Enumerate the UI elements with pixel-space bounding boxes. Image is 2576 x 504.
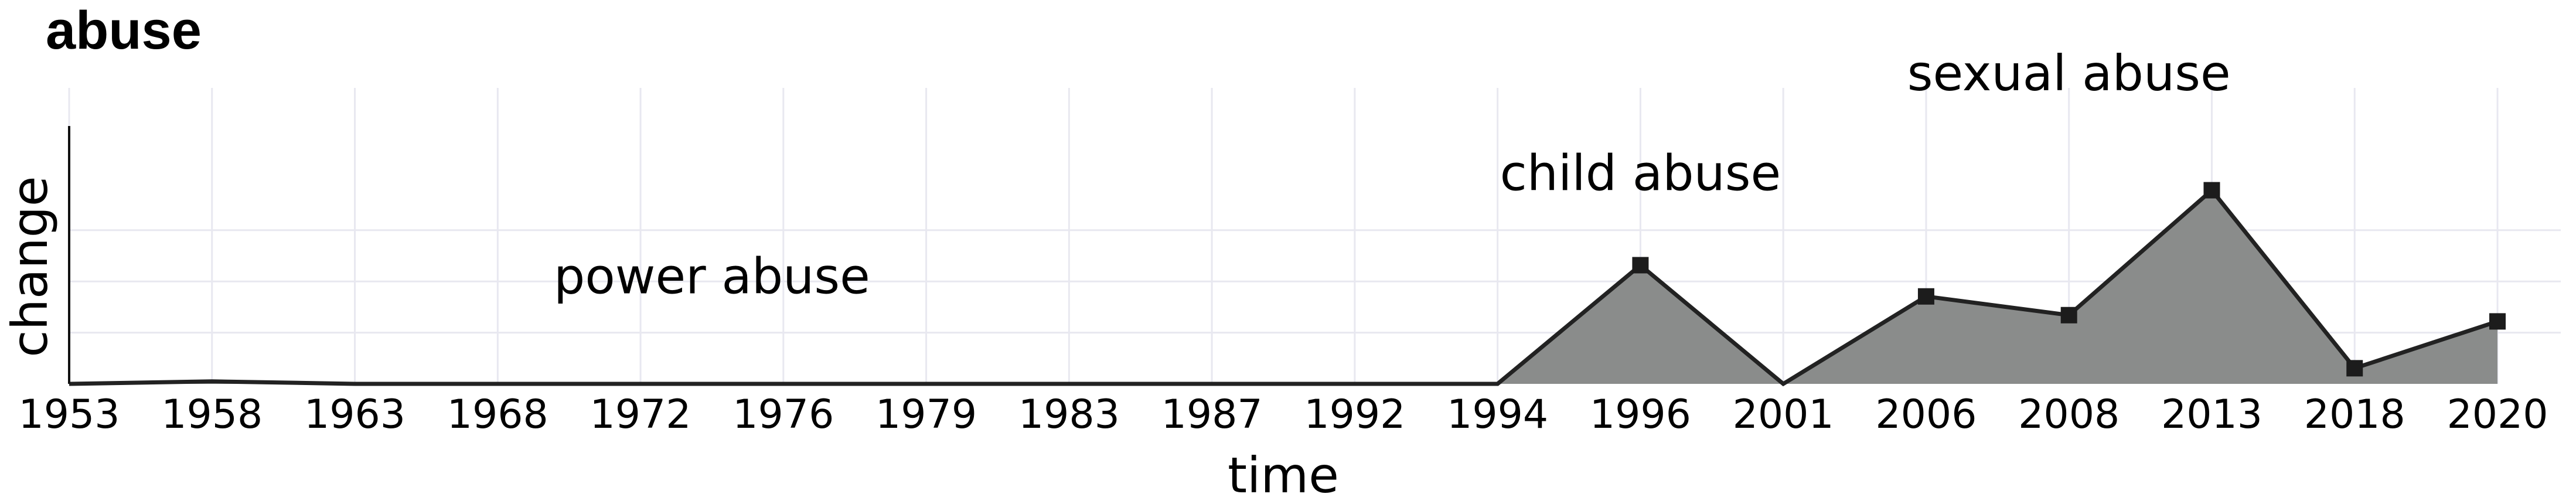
x-tick-label: 1979 [875, 391, 977, 438]
area-fill [69, 190, 2497, 384]
annotation-label: power abuse [554, 247, 870, 305]
chart-title: abuse [46, 1, 202, 60]
x-tick-label: 1983 [1018, 391, 1120, 438]
x-tick-label: 1963 [304, 391, 406, 438]
x-tick-label: 2013 [2161, 391, 2262, 438]
x-tick-label: 1958 [161, 391, 263, 438]
data-point [1917, 288, 1934, 305]
x-tick-label: 1953 [18, 391, 120, 438]
data-point [1632, 257, 1649, 274]
x-tick-label: 1994 [1447, 391, 1548, 438]
x-tick-label: 2001 [1733, 391, 1834, 438]
x-tick-label: 1976 [732, 391, 834, 438]
x-tick-label: 1996 [1590, 391, 1691, 438]
annotations: power abuse child abuse sexual abuse [554, 45, 2231, 305]
x-tick-label: 2006 [1875, 391, 1977, 438]
data-point [2489, 313, 2506, 330]
annotation-label: sexual abuse [1907, 45, 2231, 102]
x-tick-label: 1972 [590, 391, 691, 438]
x-tick-label: 2008 [2018, 391, 2120, 438]
x-tick-label: 1987 [1161, 391, 1263, 438]
x-tick-labels: 1953 1958 1963 1968 1972 1976 1979 1983 1987 1992… [18, 391, 2548, 438]
data-point [2346, 360, 2363, 377]
x-axis-label: time [1228, 447, 1339, 504]
data-point [2203, 182, 2220, 199]
markers [1632, 182, 2506, 377]
series-line [69, 187, 2499, 387]
x-tick-label: 2018 [2304, 391, 2405, 438]
x-tick-label: 1992 [1304, 391, 1405, 438]
x-tick-label: 1968 [447, 391, 548, 438]
y-axis-label: change [1, 176, 59, 357]
x-tick-label: 2020 [2446, 391, 2548, 438]
annotation-label: child abuse [1500, 145, 1781, 202]
data-point [2060, 307, 2077, 323]
